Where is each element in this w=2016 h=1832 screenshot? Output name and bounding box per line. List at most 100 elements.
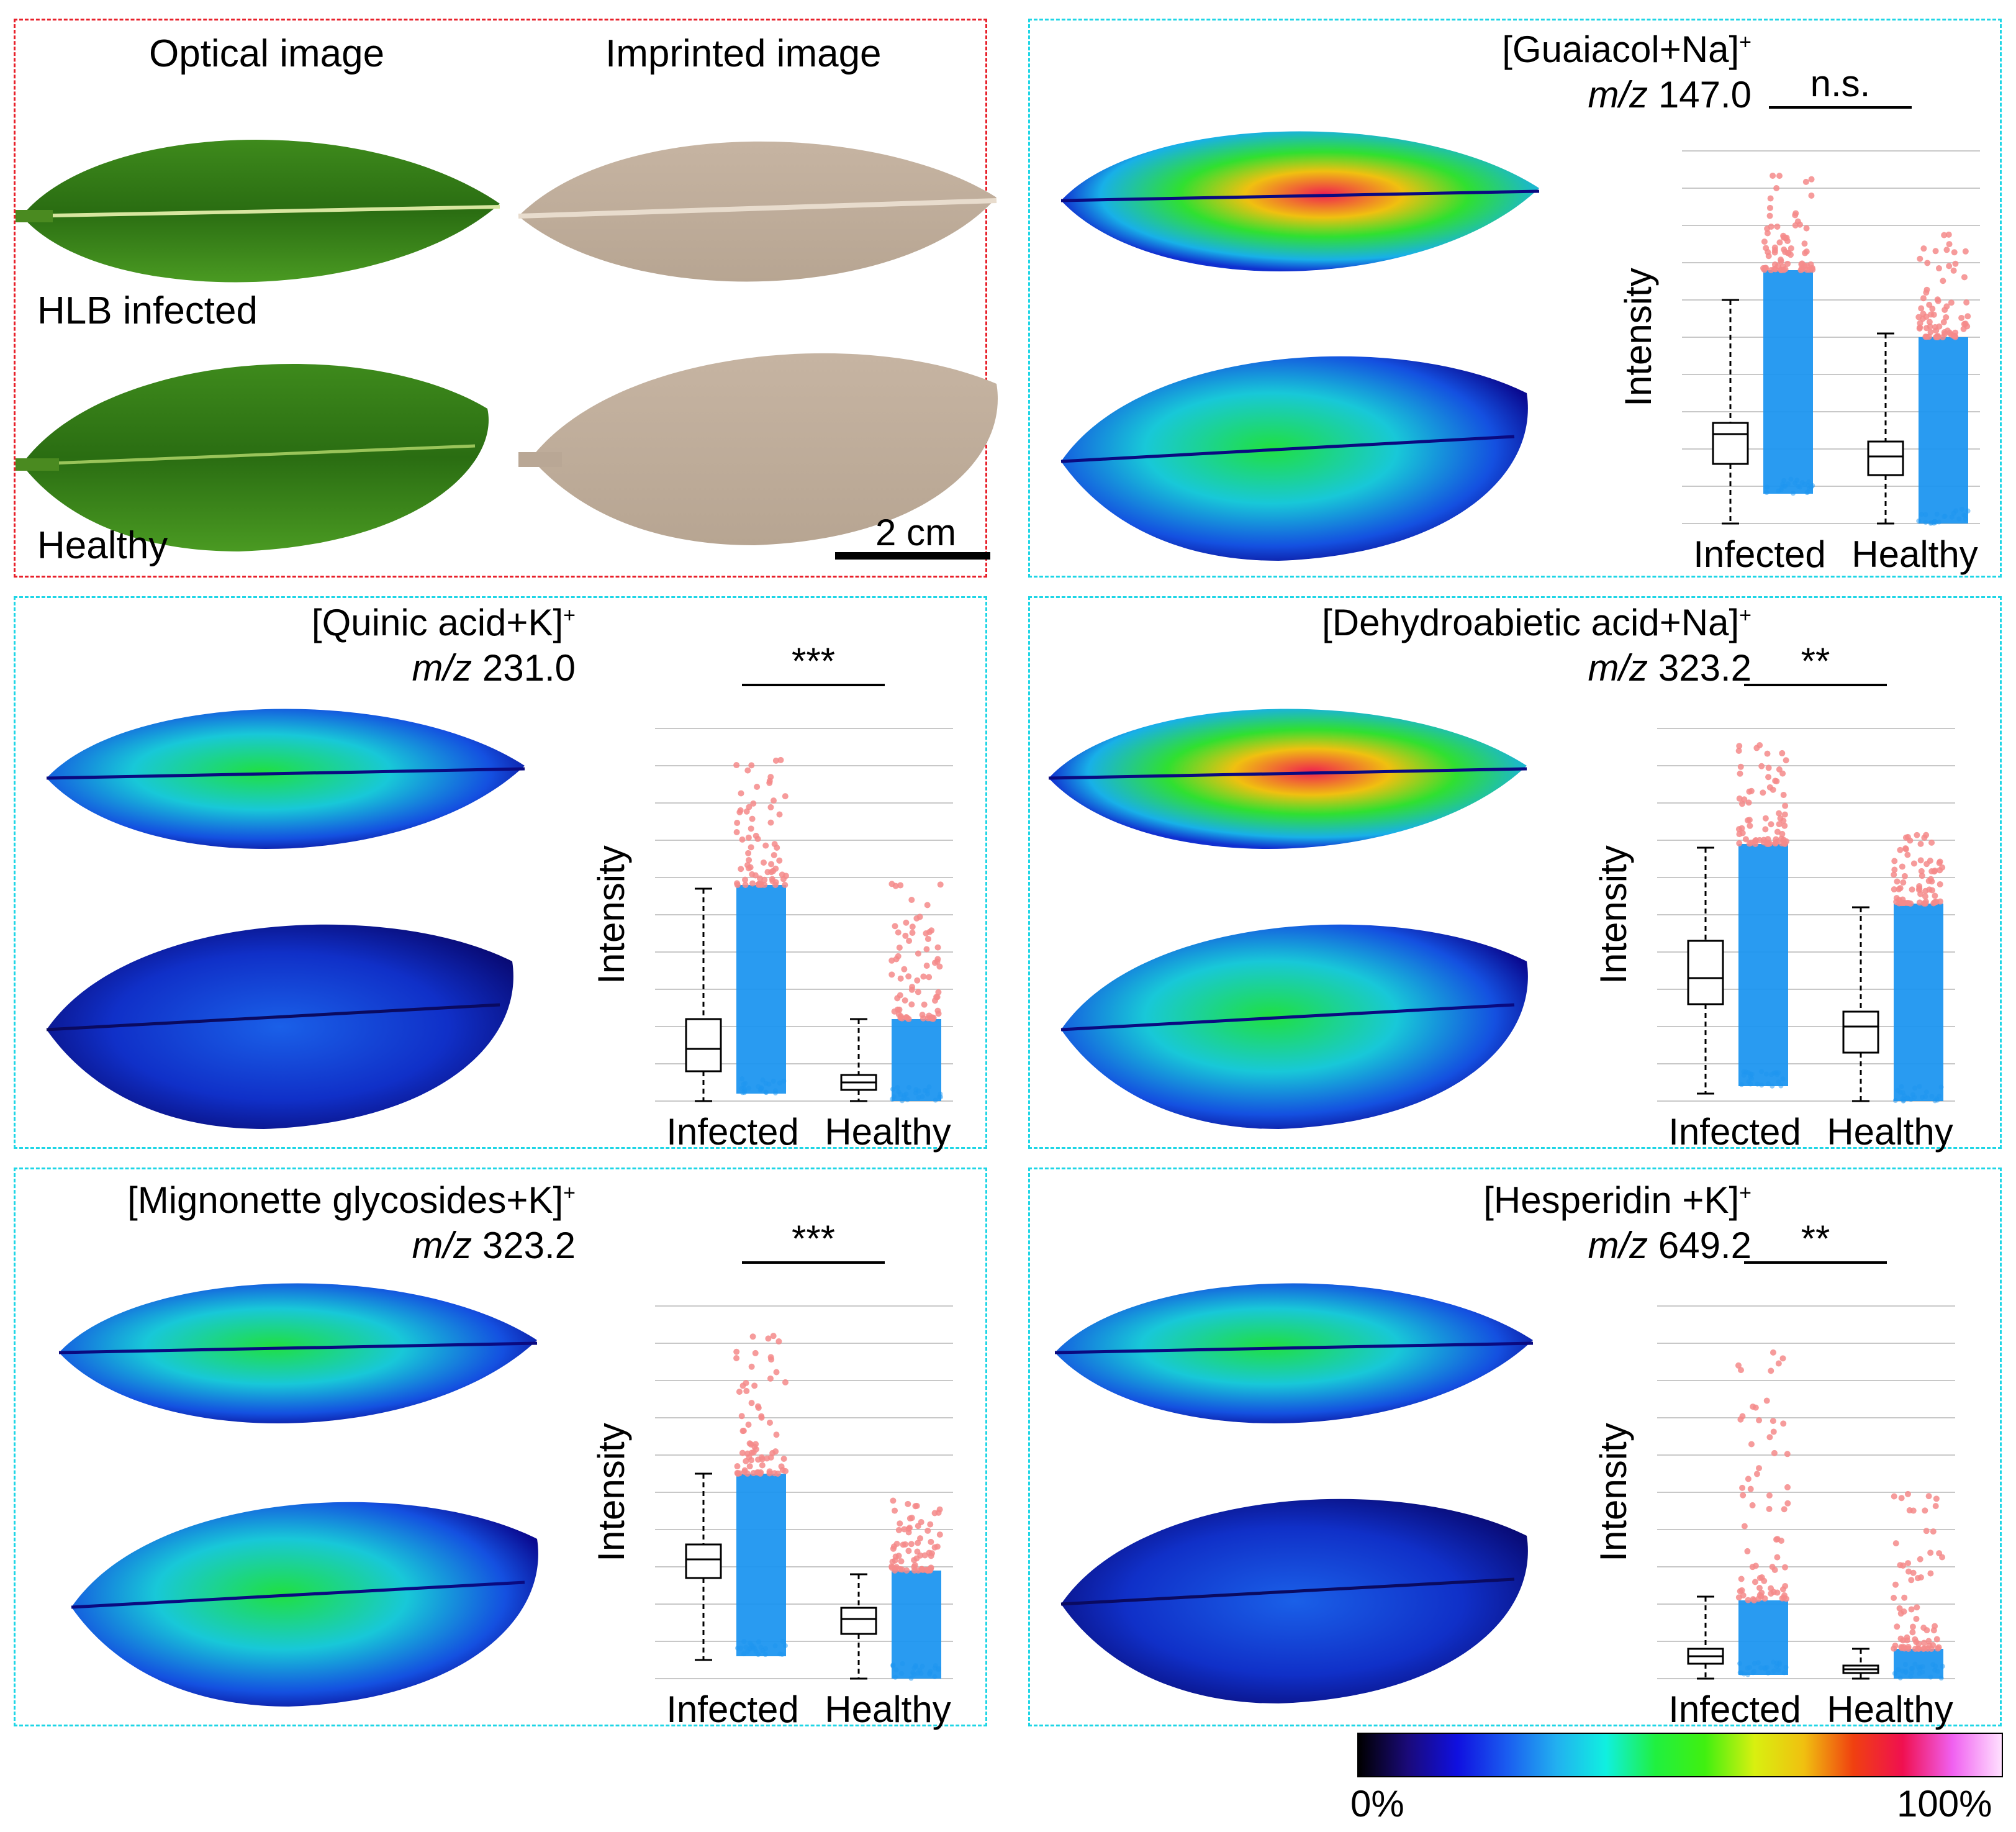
jitter-point-high	[936, 963, 943, 970]
jitter-point-high	[1738, 1367, 1745, 1374]
jitter-point-low	[1965, 508, 1971, 514]
jitter-point-high	[774, 844, 780, 851]
jitter-point-high	[891, 1543, 898, 1550]
jitter-point-high	[745, 850, 752, 856]
jitter-point-low	[1755, 1660, 1761, 1666]
jitter-point-high	[1770, 1418, 1776, 1425]
msi-leaf-healthy	[1060, 1499, 1528, 1703]
jitter-point-high	[1749, 1564, 1756, 1571]
jitter-point-high	[934, 1007, 941, 1014]
jitter-point-low	[920, 1094, 925, 1100]
jitter-point-high	[1737, 763, 1744, 770]
jitter-point-high	[1783, 234, 1790, 241]
jitter-point-high	[903, 919, 910, 926]
jitter-point-high	[1772, 840, 1779, 847]
jitter-cloud	[736, 1474, 786, 1656]
jitter-point-high	[1781, 840, 1788, 847]
jitter-point-high	[1768, 223, 1774, 230]
jitter-point-high	[897, 882, 904, 889]
jitter-point-high	[1909, 886, 1915, 893]
jitter-point-high	[1912, 1636, 1919, 1643]
box-chart: Intensity ** Infected Healthy	[1593, 1218, 1955, 1730]
jitter-point-high	[734, 1463, 741, 1470]
jitter-point-low	[756, 1652, 761, 1657]
jitter-cloud	[1919, 337, 1968, 524]
jitter-point-low	[1750, 1670, 1756, 1676]
jitter-point-low	[1938, 1676, 1944, 1681]
jitter-point-high	[768, 861, 775, 868]
jitter-point-low	[1932, 519, 1938, 525]
jitter-point-high	[1768, 821, 1774, 828]
jitter-point-high	[902, 932, 909, 939]
x-tick-label: Healthy	[1851, 533, 1978, 575]
jitter-point-high	[908, 1541, 915, 1548]
jitter-point-low	[891, 1094, 897, 1100]
box-iqr	[840, 1607, 877, 1635]
y-axis-label: Intensity	[1593, 845, 1634, 984]
jitter-point-high	[1774, 1554, 1781, 1561]
jitter-point-high	[1933, 1636, 1940, 1643]
jitter-point-high	[1939, 864, 1946, 871]
jitter-point-low	[1806, 479, 1812, 485]
jitter-point-high	[897, 992, 903, 999]
jitter-point-low	[1900, 1090, 1905, 1095]
y-axis-label: Intensity	[1617, 268, 1659, 406]
jitter-point-high	[915, 1540, 921, 1546]
jitter-point-high	[1927, 1549, 1934, 1556]
jitter-point-low	[1749, 1071, 1755, 1077]
jitter-point-high	[737, 807, 744, 814]
jitter-point-high	[921, 1001, 928, 1008]
jitter-point-high	[908, 897, 915, 904]
jitter-point-high	[1747, 822, 1753, 829]
jitter-point-high	[782, 881, 789, 888]
jitter-point-high	[1923, 1528, 1930, 1535]
jitter-point-high	[743, 808, 750, 815]
jitter-point-low	[899, 1671, 905, 1676]
jitter-point-high	[1756, 1417, 1763, 1424]
jitter-point-low	[779, 1652, 785, 1657]
jitter-point-high	[934, 994, 941, 1000]
jitter-point-high	[1943, 314, 1950, 320]
jitter-point-high	[915, 1567, 922, 1574]
jitter-point-high	[1905, 900, 1912, 907]
x-tick-label: Infected	[1668, 1689, 1801, 1730]
jitter-point-low	[906, 1085, 911, 1091]
jitter-point-high	[1770, 172, 1776, 179]
jitter-point-high	[920, 973, 927, 980]
jitter-point-high	[1891, 1493, 1897, 1500]
jitter-point-high	[1775, 1360, 1782, 1367]
jitter-point-high	[1736, 743, 1743, 750]
jitter-point-high	[749, 871, 756, 877]
jitter-point-high	[749, 1333, 756, 1340]
jitter-point-high	[1774, 263, 1781, 270]
jitter-point-high	[1738, 800, 1745, 807]
jitter-point-high	[750, 800, 757, 807]
jitter-point-high	[736, 1470, 743, 1477]
jitter-point-high	[915, 989, 921, 995]
jitter-point-high	[934, 944, 941, 951]
jitter-point-high	[1891, 886, 1897, 893]
jitter-point-high	[921, 1552, 928, 1559]
jitter-point-high	[745, 834, 752, 841]
optical-leaf-infected	[16, 140, 500, 283]
jitter-point-high	[1963, 299, 1970, 306]
box-iqr	[1842, 1010, 1879, 1054]
jitter-point-high	[1901, 1608, 1907, 1615]
jitter-point-high	[929, 1015, 936, 1022]
jitter-cloud	[736, 885, 786, 1094]
jitter-point-low	[1776, 488, 1781, 494]
jitter-point-high	[1766, 204, 1773, 211]
jitter-point-high	[1760, 265, 1767, 271]
jitter-point-high	[1736, 795, 1743, 802]
colorbar-max-label: 100%	[1897, 1783, 1992, 1825]
jitter-point-low	[1747, 1665, 1752, 1671]
jitter-point-high	[1927, 858, 1933, 864]
jitter-point-high	[905, 1548, 912, 1554]
jitter-point-high	[1900, 1562, 1907, 1569]
jitter-point-low	[938, 1091, 943, 1097]
jitter-point-low	[1929, 1094, 1935, 1099]
jitter-point-high	[1937, 881, 1943, 887]
jitter-point-high	[771, 851, 777, 858]
msi-leaf-healthy	[1060, 924, 1528, 1129]
jitter-point-low	[936, 1667, 941, 1672]
